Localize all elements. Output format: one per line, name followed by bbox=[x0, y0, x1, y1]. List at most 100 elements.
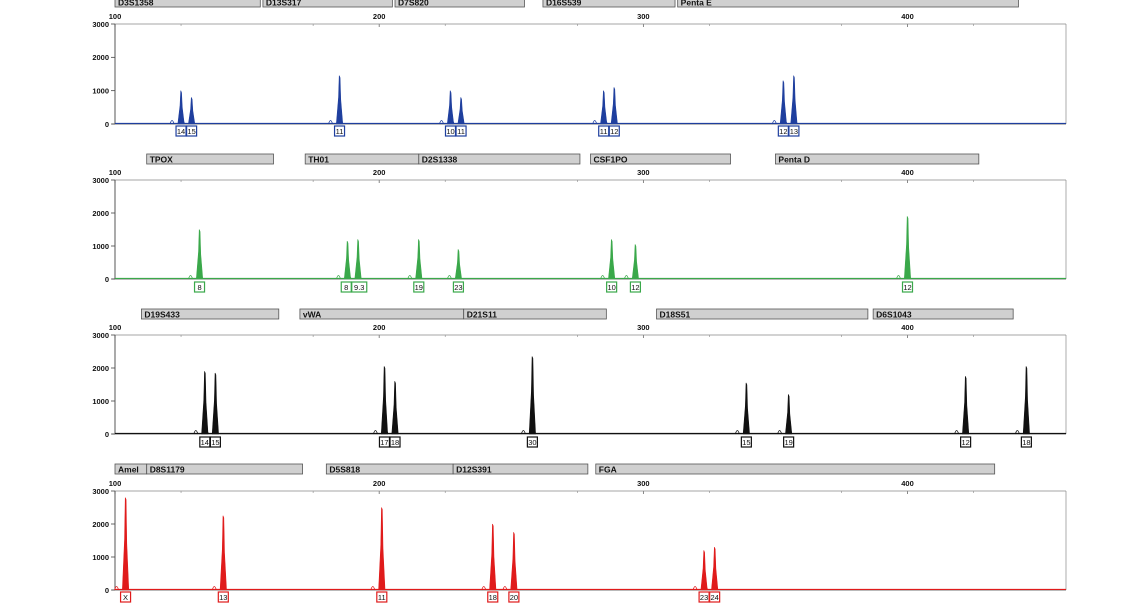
stutter-peak bbox=[114, 586, 119, 591]
x-tick-label: 400 bbox=[901, 12, 914, 21]
stutter-peak bbox=[373, 430, 378, 435]
locus-label: Penta D bbox=[778, 155, 810, 165]
allele-label: 8 bbox=[344, 283, 348, 292]
peak bbox=[489, 523, 497, 591]
peak bbox=[378, 507, 386, 591]
allele-box bbox=[119, 591, 132, 603]
x-tick-label: 100 bbox=[109, 12, 122, 21]
peak bbox=[903, 216, 912, 280]
panel-red: Amel D8S1179 D5S818 D12S391 FGA 100 200 300 400 0… bbox=[92, 463, 1067, 603]
stutter-peak bbox=[734, 430, 740, 435]
peak bbox=[457, 97, 465, 125]
peak bbox=[219, 515, 227, 591]
allele-box bbox=[186, 125, 198, 137]
stutter-peak bbox=[896, 275, 901, 280]
peak bbox=[528, 356, 536, 435]
peak bbox=[380, 366, 388, 435]
x-tick-label: 400 bbox=[901, 323, 914, 332]
allele-box bbox=[960, 436, 972, 448]
allele-label: 12 bbox=[779, 127, 787, 136]
allele-box bbox=[1020, 436, 1032, 448]
locus-label: D16S539 bbox=[546, 0, 582, 8]
allele-box bbox=[740, 436, 752, 448]
peak bbox=[785, 394, 793, 435]
peak bbox=[700, 550, 708, 591]
allele-box bbox=[333, 125, 346, 137]
stutter-peak bbox=[624, 275, 629, 280]
peak bbox=[177, 90, 185, 125]
stutter-peak bbox=[520, 430, 526, 435]
locus-bar bbox=[872, 308, 1014, 320]
y-tick-label: 1000 bbox=[92, 242, 109, 251]
x-tick-label: 400 bbox=[901, 479, 914, 488]
locus-bar bbox=[775, 153, 980, 165]
y-tick-label: 0 bbox=[105, 430, 109, 439]
allele-label: 11 bbox=[457, 127, 465, 136]
allele-label: 11 bbox=[600, 127, 608, 136]
stutter-peak bbox=[407, 275, 413, 280]
stutter-peak bbox=[211, 586, 217, 591]
y-tick-label: 2000 bbox=[92, 364, 109, 373]
allele-box bbox=[788, 125, 800, 137]
x-tick-label: 400 bbox=[901, 168, 914, 177]
locus-bar bbox=[590, 153, 731, 165]
allele-label: 19 bbox=[415, 283, 423, 292]
locus-label: D19S433 bbox=[144, 310, 180, 320]
allele-label: 19 bbox=[784, 438, 792, 447]
allele-label: 15 bbox=[187, 127, 195, 136]
stutter-peak bbox=[370, 586, 376, 591]
allele-label: 15 bbox=[742, 438, 750, 447]
locus-label: D21S11 bbox=[467, 310, 498, 320]
y-tick-label: 1000 bbox=[92, 553, 109, 562]
peak bbox=[196, 229, 204, 280]
x-tick-label: 300 bbox=[637, 168, 650, 177]
y-tick-label: 2000 bbox=[92, 209, 109, 218]
stutter-peak bbox=[592, 120, 598, 125]
stutter-peak bbox=[954, 430, 960, 435]
allele-label: 23 bbox=[454, 283, 462, 292]
locus-bar bbox=[452, 463, 589, 475]
allele-box bbox=[606, 281, 618, 293]
allele-box bbox=[413, 281, 425, 293]
peak bbox=[415, 239, 423, 280]
stutter-peak bbox=[203, 430, 209, 435]
x-tick-label: 100 bbox=[109, 479, 122, 488]
allele-label: 10 bbox=[446, 127, 454, 136]
locus-label: D5S818 bbox=[329, 465, 360, 475]
peak bbox=[454, 249, 462, 280]
stutter-peak bbox=[692, 586, 698, 591]
stutter-peak bbox=[703, 586, 709, 591]
peak bbox=[779, 80, 787, 125]
stutter-peak bbox=[346, 275, 352, 280]
locus-bar bbox=[595, 463, 996, 475]
locus-bar bbox=[542, 0, 676, 8]
peak bbox=[354, 239, 362, 280]
locus-label: D2S1338 bbox=[422, 155, 458, 165]
allele-label: 11 bbox=[378, 593, 386, 602]
allele-label: 20 bbox=[510, 593, 518, 602]
x-tick-label: 300 bbox=[637, 479, 650, 488]
allele-label: 18 bbox=[1022, 438, 1030, 447]
allele-label: 24 bbox=[710, 593, 718, 602]
locus-label: D12S391 bbox=[456, 465, 492, 475]
x-tick-label: 200 bbox=[373, 479, 386, 488]
allele-label: 14 bbox=[177, 127, 185, 136]
x-tick-label: 100 bbox=[109, 323, 122, 332]
allele-box bbox=[608, 125, 620, 137]
allele-label: 8 bbox=[197, 283, 201, 292]
peak bbox=[201, 371, 209, 435]
locus-label: D13S317 bbox=[266, 0, 302, 8]
locus-label: D18S51 bbox=[660, 310, 691, 320]
locus-bar bbox=[146, 153, 274, 165]
y-tick-label: 0 bbox=[105, 275, 109, 284]
peak bbox=[391, 381, 399, 435]
allele-box bbox=[452, 281, 465, 293]
y-tick-label: 0 bbox=[105, 120, 109, 129]
y-tick-label: 2000 bbox=[92, 520, 109, 529]
peak bbox=[211, 372, 219, 435]
stutter-peak bbox=[193, 430, 199, 435]
